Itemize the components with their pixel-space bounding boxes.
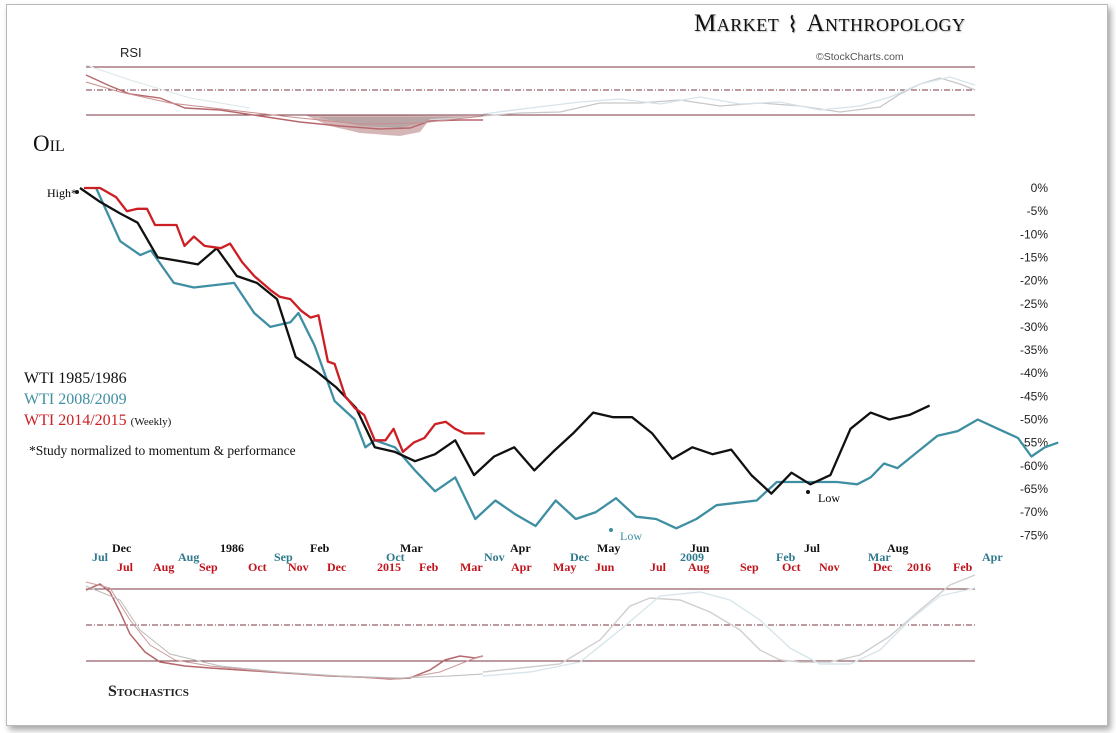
y-tick-label: -10% [1020, 227, 1048, 241]
rsi-red-fill [305, 115, 483, 136]
y-tick-label: -30% [1020, 320, 1048, 334]
dna-helix-icon: ⌇ [787, 12, 799, 37]
rsi-gray-line [482, 77, 976, 117]
x-label-teal: Oct [386, 550, 405, 564]
x-label-red: Jun [595, 560, 615, 574]
legend: WTI 1985/1986 WTI 2008/2009 WTI 2014/201… [24, 368, 171, 433]
high-marker [75, 190, 79, 194]
x-label-red: Feb [419, 560, 439, 574]
series-line-1985 [79, 187, 931, 495]
x-axis-red: Jul Aug Sep Oct Nov Dec 2015 Feb Mar Apr… [117, 560, 973, 574]
stoch-red-line-2 [85, 581, 484, 680]
y-tick-label: 0% [1031, 181, 1049, 195]
x-label-black: Jul [804, 541, 821, 555]
rsi-panel [85, 64, 976, 136]
series-line-2014 [84, 186, 485, 454]
x-label-red: Jul [117, 560, 134, 574]
rsi-gray-fill [320, 117, 483, 128]
x-label-red: Sep [199, 560, 218, 574]
brand-title: Market ⌇ Anthropology [694, 10, 966, 38]
x-axis-black: Dec 1986 Feb Mar Apr May Jun Jul Aug [112, 541, 908, 555]
brand-right: Anthropology [806, 10, 966, 37]
x-label-red: Sep [740, 560, 759, 574]
low-annotation-teal: Low [620, 529, 642, 543]
x-label-black: Mar [400, 541, 423, 555]
x-label-red: May [553, 560, 576, 574]
stoch-gray-line-early [85, 585, 484, 679]
y-tick-label: -35% [1020, 343, 1048, 357]
low-annotation-black: Low [818, 491, 840, 505]
legend-weekly-note: (Weekly) [130, 416, 172, 428]
y-tick-label: -75% [1020, 528, 1048, 542]
x-label-red: Nov [288, 560, 309, 574]
x-label-red: Jul [650, 560, 667, 574]
x-label-teal: Sep [274, 550, 293, 564]
x-label-red: Mar [460, 560, 483, 574]
y-tick-label: -65% [1020, 482, 1048, 496]
rsi-teal-line [482, 76, 976, 115]
stochastics-panel [85, 574, 976, 680]
y-tick-label: -45% [1020, 389, 1048, 403]
x-label-teal: Dec [570, 550, 590, 564]
series-group [79, 186, 1059, 530]
stoch-teal-line [482, 587, 976, 677]
x-label-red: 2016 [907, 560, 931, 574]
x-label-red: Oct [782, 560, 801, 574]
legend-item-2008: WTI 2008/2009 [24, 391, 127, 408]
y-tick-label: -70% [1020, 505, 1048, 519]
normalization-note: *Study normalized to momentum & performa… [29, 443, 296, 458]
y-tick-label: -25% [1020, 297, 1048, 311]
rsi-teal-line-early [85, 64, 251, 109]
y-tick-label: -60% [1020, 459, 1048, 473]
low-marker-teal [609, 528, 613, 532]
high-annotation: High* [47, 186, 77, 200]
x-label-red: Nov [819, 560, 840, 574]
chart-title: Oil [33, 131, 65, 156]
x-label-black: Apr [510, 541, 531, 555]
x-label-teal: Apr [982, 550, 1003, 564]
x-label-teal: Feb [776, 550, 796, 564]
stockcharts-credit: ©StockCharts.com [816, 51, 904, 63]
stochastics-label: Stochastics [108, 683, 189, 700]
y-tick-label: -15% [1020, 250, 1048, 264]
x-label-red: Dec [327, 560, 347, 574]
stoch-gray-line [482, 574, 976, 673]
y-tick-label: -55% [1020, 436, 1048, 450]
rsi-red-line-2 [85, 81, 484, 125]
y-tick-label: -20% [1020, 274, 1048, 288]
y-tick-label: -50% [1020, 413, 1048, 427]
rsi-label: RSI [120, 45, 142, 60]
legend-item-1985: WTI 1985/1986 [24, 370, 127, 387]
x-label-teal: Nov [484, 550, 505, 564]
series-line-2008 [95, 187, 1059, 530]
x-label-black: Aug [887, 541, 908, 555]
x-axis-teal: Jul Aug Sep Oct Nov Dec 2009 Feb Mar Apr [92, 550, 1003, 564]
brand-left: Market [694, 10, 780, 37]
x-label-red: Aug [153, 560, 174, 574]
x-label-teal: Mar [868, 550, 891, 564]
stoch-red-line [85, 583, 484, 680]
x-label-teal: 2009 [680, 550, 704, 564]
x-label-black: Jun [690, 541, 710, 555]
y-tick-label: -5% [1027, 204, 1049, 218]
x-label-black: Dec [112, 541, 132, 555]
x-label-black: 1986 [220, 541, 244, 555]
x-label-teal: Jul [92, 550, 109, 564]
x-label-teal: Aug [178, 550, 199, 564]
x-label-red: Dec [873, 560, 893, 574]
x-label-red: Feb [953, 560, 973, 574]
legend-item-2014: WTI 2014/2015 (Weekly) [24, 412, 172, 429]
y-tick-label: -40% [1020, 366, 1048, 380]
x-label-red: Aug [688, 560, 709, 574]
x-label-black: May [597, 541, 620, 555]
x-label-red: 2015 [377, 560, 401, 574]
y-axis: 0% -5% -10% -15% -20% -25% -30% -35% -40% -45% -50… [1020, 181, 1048, 542]
x-label-red: Oct [248, 560, 267, 574]
x-label-red: Apr [511, 560, 532, 574]
low-marker-black [806, 490, 810, 494]
x-label-black: Feb [310, 541, 330, 555]
